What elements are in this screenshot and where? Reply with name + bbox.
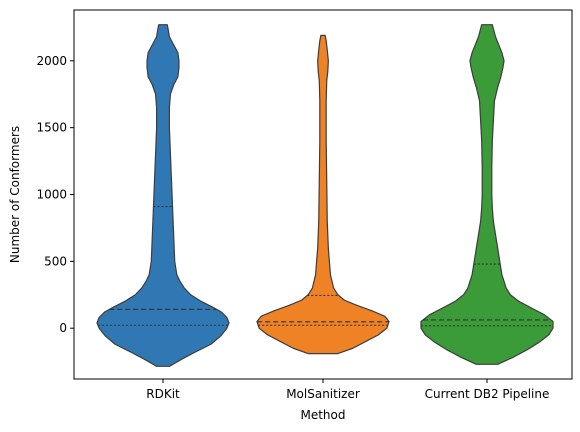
x-tick-label: RDKit: [146, 387, 180, 401]
y-tick-label: 500: [44, 254, 67, 268]
violin-2: [256, 34, 390, 355]
x-tick-label: MolSanitizer: [286, 387, 360, 401]
y-axis-label: Number of Conformers: [8, 126, 22, 263]
x-axis: RDKit MolSanitizer Current DB2 Pipeline: [146, 379, 549, 401]
violins-layer: [96, 24, 554, 367]
y-tick-label: 0: [59, 321, 67, 335]
y-tick-label: 2000: [36, 54, 67, 68]
x-tick-label: Current DB2 Pipeline: [425, 387, 550, 401]
plot-frame: [73, 9, 573, 380]
y-axis: 0 500 1000 1500 2000: [36, 54, 74, 335]
x-axis-label: Method: [300, 408, 345, 422]
violin-3: [420, 24, 554, 365]
y-tick-label: 1000: [36, 188, 67, 202]
violin-1: [96, 24, 230, 367]
y-tick-label: 1500: [36, 121, 67, 135]
